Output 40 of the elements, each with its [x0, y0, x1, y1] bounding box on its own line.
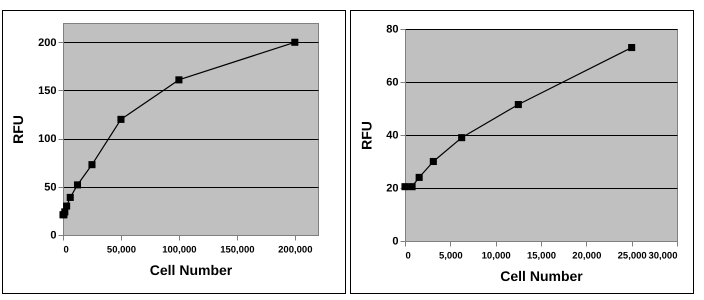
x-tick-label: 0 [406, 250, 411, 262]
x-tick-label: 15,000 [526, 250, 556, 262]
y-axis-title: RFU [10, 115, 26, 144]
y-tick-label: 0 [50, 230, 56, 242]
x-tick-label: 150,000 [220, 244, 255, 256]
y-tick-label: 150 [38, 84, 56, 97]
x-tick-label: 10,000 [482, 250, 511, 262]
x-tick-label: 30,000 [648, 250, 678, 262]
point [430, 158, 437, 166]
x-axis-title: Cell Number [500, 268, 584, 284]
y-tick-label: 20 [386, 182, 398, 194]
y-tick-label: 100 [38, 133, 56, 146]
y-tick-label: 200 [38, 36, 56, 49]
x-tick-label: 0 [64, 244, 69, 256]
point [458, 134, 466, 142]
y-tick-label: 60 [386, 76, 398, 88]
point [74, 181, 82, 188]
point [416, 174, 423, 181]
point [175, 76, 182, 84]
y-axis-title: RFU [358, 121, 374, 150]
y-tick-label: 50 [44, 181, 56, 194]
x-tick-label: 50,000 [106, 244, 136, 256]
point [291, 38, 298, 46]
x-tick-label: 200,000 [278, 244, 312, 256]
point [63, 202, 70, 210]
y-tick-label: 80 [386, 24, 398, 36]
point [514, 100, 522, 108]
y-tick-label: 40 [386, 130, 398, 142]
point [401, 183, 409, 190]
point [88, 161, 96, 168]
x-tick-label: 20,000 [572, 250, 602, 262]
x-tick-label: 25,000 [618, 250, 647, 262]
x-tick-label: 100,000 [162, 244, 197, 256]
point [628, 44, 636, 52]
point [117, 116, 124, 123]
y-tick-label: 0 [392, 236, 398, 248]
point [66, 194, 74, 201]
x-tick-label: 5,000 [438, 250, 463, 262]
x-axis-title: Cell Number [150, 262, 233, 278]
point [408, 183, 416, 190]
